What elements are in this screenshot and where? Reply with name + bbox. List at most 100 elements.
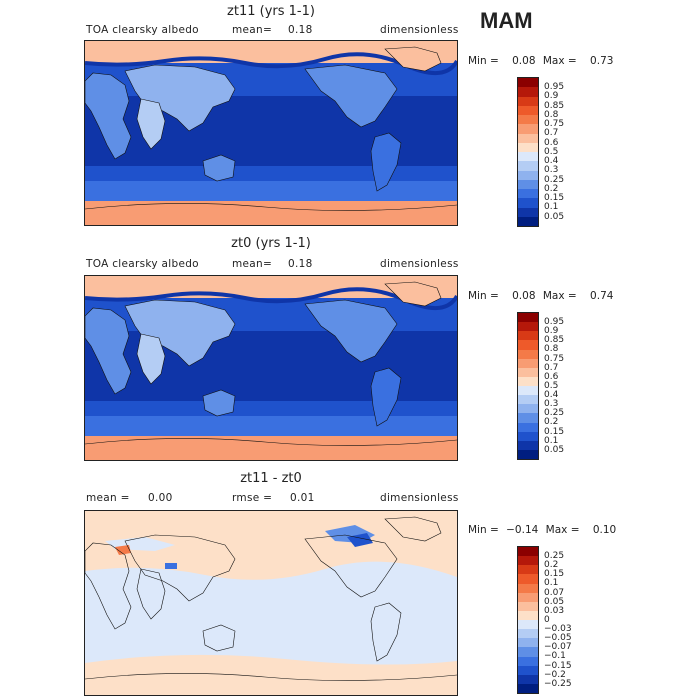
colorbar-swatch [518,592,538,602]
colorbar-swatch [518,115,538,125]
colorbar-level-label: 0.8 [544,109,559,120]
colorbar-level-label: −0.07 [544,642,572,653]
panel2-min-value: 0.08 [512,290,536,302]
colorbar-swatch [518,376,538,386]
colorbar-swatch [518,87,538,97]
colorbar-swatch [518,638,538,648]
panel2-map-svg [85,276,457,460]
colorbar-swatch [518,674,538,684]
colorbar-level-label: 0.07 [544,587,565,598]
panel3-min-value: −0.14 [506,524,539,536]
panel1-colorbar-labels: 0.95 0.9 0.85 0.8 0.75 0.7 0.6 0.5 0.4 0.3 0.25 0.2… [544,82,565,222]
panel3-mean-label: mean = [86,492,130,504]
colorbar-swatch [518,313,538,323]
panel2-max-value: 0.74 [590,290,614,302]
colorbar-level-label: 0.05 [544,211,565,222]
colorbar-level-label: 0.1 [544,202,559,213]
panel1-mean-value: 0.18 [288,24,313,36]
season-label: MAM [480,8,533,33]
colorbar-level-label: 0.8 [544,344,559,355]
colorbar-level-label: 0.3 [544,165,559,176]
panel3-colorbar [517,546,539,694]
colorbar-level-label: 0.75 [544,353,565,364]
colorbar-swatch [518,216,538,226]
colorbar-level-label: 0.25 [544,551,565,561]
colorbar-level-label: 0.05 [544,444,565,455]
colorbar-level-label: −0.03 [544,624,572,634]
colorbar-swatch [518,620,538,630]
colorbar-swatch [518,583,538,593]
colorbar-level-label: 0.5 [544,146,559,157]
panel3-title: zt11 - zt0 [240,471,302,486]
colorbar-level-label: 0.2 [544,183,559,194]
colorbar-swatch [518,610,538,620]
panel2-map [84,275,458,461]
panel1-min-value: 0.08 [512,55,536,67]
colorbar-swatch [518,413,538,423]
colorbar-level-label: 0.95 [544,317,565,327]
panel3-max-value: 0.10 [592,524,617,536]
colorbar-swatch [518,431,538,441]
colorbar-swatch [518,395,538,405]
colorbar-swatch [518,96,538,106]
colorbar-level-label: 0.03 [544,605,565,616]
colorbar-level-label: 0.2 [544,560,559,571]
colorbar-level-label: 0.85 [544,100,565,111]
colorbar-swatch [518,349,538,359]
panel1-minmax: Min = 0.08 Max = 0.73 [468,55,613,67]
panel2-max-label: Max = [542,290,577,302]
colorbar-level-label: 0.05 [544,596,565,607]
colorbar-level-label: 0.15 [544,426,565,437]
colorbar-swatch [518,170,538,180]
panel3-minmax: Min = −0.14 Max = 0.10 [468,524,616,536]
colorbar-swatch [518,179,538,189]
panel3-map [84,510,458,696]
panel3-units: dimensionless [380,492,459,504]
colorbar-level-label: 0.6 [544,137,559,148]
colorbar-swatch [518,547,538,557]
colorbar-level-label: 0.7 [544,128,559,139]
colorbar-swatch [518,565,538,575]
colorbar-swatch [518,601,538,611]
panel1-map-svg [85,41,457,225]
panel3-rmse-label: rmse = [232,492,273,504]
panel2-minmax: Min = 0.08 Max = 0.74 [468,290,613,302]
colorbar-swatch [518,142,538,152]
panel2-units: dimensionless [380,258,459,270]
colorbar-level-label: 0.1 [544,435,559,446]
colorbar-swatch [518,449,538,459]
colorbar-level-label: 0.4 [544,390,559,400]
colorbar-swatch [518,629,538,639]
colorbar-level-label: 0.85 [544,335,565,346]
colorbar-level-label: 0.6 [544,371,559,382]
panel1-variable: TOA clearsky albedo [86,24,199,36]
colorbar-swatch [518,367,538,377]
colorbar-swatch [518,161,538,171]
colorbar-swatch [518,683,538,693]
colorbar-swatch [518,440,538,450]
colorbar-level-label: 0.25 [544,174,565,185]
colorbar-swatch [518,340,538,350]
colorbar-level-label: 0.15 [544,569,565,580]
panel3-mean-value: 0.00 [148,492,173,504]
colorbar-level-label: 0.2 [544,417,559,428]
panel1-min-label: Min = [468,55,499,67]
colorbar-swatch [518,124,538,134]
colorbar-swatch [518,404,538,414]
colorbar-swatch [518,386,538,396]
colorbar-level-label: 0.5 [544,380,559,391]
panel3-map-svg [85,511,457,695]
panel2-colorbar-labels: 0.95 0.9 0.85 0.8 0.75 0.7 0.6 0.5 0.4 0.3 0.25 0.2… [544,317,565,455]
colorbar-swatch [518,358,538,368]
panel1-max-label: Max = [542,55,577,67]
colorbar-swatch [518,656,538,666]
colorbar-level-label: 0.25 [544,408,565,419]
colorbar-level-label: −0.25 [544,678,572,689]
colorbar-swatch [518,152,538,162]
colorbar-swatch [518,647,538,657]
panel1-mean-label: mean= [232,24,273,36]
colorbar-level-label: 0.1 [544,578,559,589]
colorbar-swatch [518,189,538,199]
colorbar-level-label: 0.3 [544,399,559,410]
panel1-units: dimensionless [380,24,459,36]
